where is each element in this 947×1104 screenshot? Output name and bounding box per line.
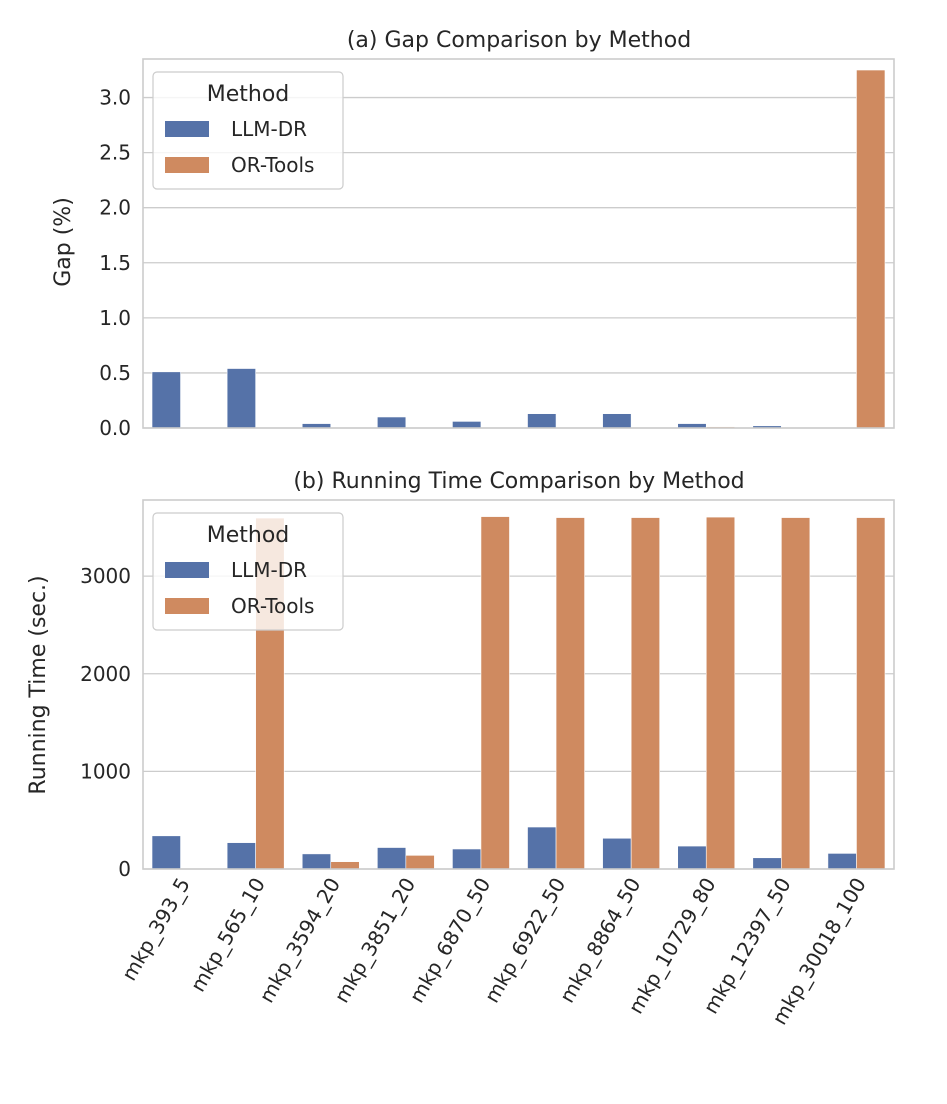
time-bar-llm-dr <box>602 837 632 870</box>
time-bar-or-tools <box>405 855 435 870</box>
time-ytick-label: 0 <box>118 857 131 881</box>
gap-legend-title: Method <box>207 82 290 107</box>
time-bar-llm-dr <box>752 857 782 870</box>
gap-bar-llm-dr <box>226 368 256 429</box>
time-xtick-label: mkp_6922_50 <box>480 874 571 1007</box>
time-bar-llm-dr <box>377 847 407 870</box>
time-xtick-label: mkp_393_5 <box>117 874 195 985</box>
time-xtick-label: mkp_3851_20 <box>329 874 420 1007</box>
time-xtick-label: mkp_8864_50 <box>555 874 646 1007</box>
gap-chart-ylabel: Gap (%) <box>51 197 76 287</box>
time-bar-llm-dr <box>226 842 256 870</box>
gap-bar-llm-dr <box>151 371 181 429</box>
time-bar-llm-dr <box>452 848 482 870</box>
time-xtick-label: mkp_565_10 <box>186 874 270 996</box>
time-bar-or-tools <box>705 516 736 870</box>
gap-ytick-label: 1.5 <box>99 251 131 275</box>
time-chart-xticks: mkp_393_5mkp_565_10mkp_3594_20mkp_3851_2… <box>117 874 871 1029</box>
gap-ytick-label: 1.0 <box>99 306 131 330</box>
time-bar-or-tools <box>856 517 886 870</box>
time-legend-label-llm-dr: LLM-DR <box>231 558 307 582</box>
gap-legend-swatch-llm-dr <box>165 121 209 137</box>
gap-ytick-label: 2.0 <box>99 196 131 220</box>
time-legend-swatch-llm-dr <box>165 562 209 578</box>
gap-ytick-label: 2.5 <box>99 141 131 165</box>
gap-legend-label-or-tools: OR-Tools <box>231 153 314 177</box>
time-chart-title: (b) Running Time Comparison by Method <box>293 469 744 494</box>
time-bar-or-tools <box>555 517 585 870</box>
gap-chart-yticks: 0.0 0.5 1.0 1.5 2.0 2.5 3.0 <box>99 86 131 440</box>
time-bar-llm-dr <box>527 826 557 870</box>
gap-legend-swatch-or-tools <box>165 157 209 173</box>
gap-bar-or-tools <box>856 69 886 429</box>
time-bar-or-tools <box>781 517 811 870</box>
time-ytick-label: 2000 <box>80 662 131 686</box>
time-xtick-label: mkp_3594_20 <box>254 874 345 1007</box>
gap-chart-panel: (a) Gap Comparison by Method Gap (%) 0.0… <box>51 28 895 440</box>
time-ytick-label: 1000 <box>80 759 131 783</box>
time-ytick-label: 3000 <box>80 564 131 588</box>
gap-ytick-label: 0.0 <box>99 416 131 440</box>
time-bar-or-tools <box>480 516 510 870</box>
gap-bar-llm-dr <box>527 413 557 429</box>
gap-legend-label-llm-dr: LLM-DR <box>231 117 307 141</box>
time-chart-legend: Method LLM-DR OR-Tools <box>152 512 344 631</box>
time-bar-or-tools <box>630 517 660 870</box>
time-bar-llm-dr <box>677 845 707 870</box>
time-chart-ylabel: Running Time (sec.) <box>26 575 51 794</box>
time-chart-panel: (b) Running Time Comparison by Method Ru… <box>26 469 895 1029</box>
gap-chart-title: (a) Gap Comparison by Method <box>347 28 691 53</box>
time-chart-bars <box>151 516 886 870</box>
gap-ytick-label: 3.0 <box>99 86 131 110</box>
gap-bar-llm-dr <box>377 416 407 429</box>
time-xtick-label: mkp_6870_50 <box>404 874 495 1007</box>
gap-chart-bars <box>151 69 886 429</box>
gap-ytick-label: 0.5 <box>99 361 131 385</box>
gap-chart-frame <box>142 58 895 429</box>
time-legend-label-or-tools: OR-Tools <box>231 594 314 618</box>
time-legend-swatch-or-tools <box>165 598 209 614</box>
time-bar-llm-dr <box>827 853 857 870</box>
gap-bar-llm-dr <box>452 421 482 429</box>
time-bar-or-tools <box>330 861 360 870</box>
time-bar-llm-dr <box>301 853 332 870</box>
gap-bar-llm-dr <box>602 413 632 429</box>
time-legend-title: Method <box>207 523 290 548</box>
gap-chart-legend: Method LLM-DR OR-Tools <box>152 71 344 190</box>
time-chart-frame <box>142 499 895 870</box>
time-bar-llm-dr <box>151 835 181 870</box>
time-chart-yticks: 0 1000 2000 3000 <box>80 564 131 881</box>
